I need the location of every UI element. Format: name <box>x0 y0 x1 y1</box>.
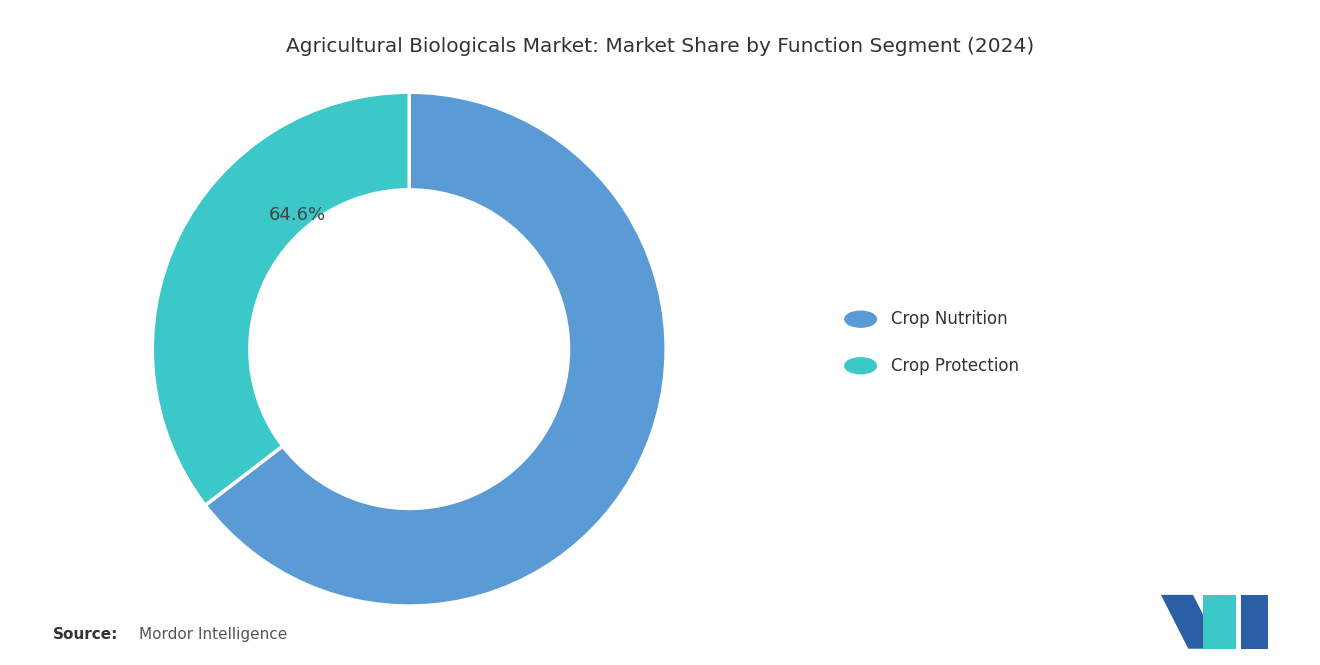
Text: 64.6%: 64.6% <box>268 206 326 224</box>
Polygon shape <box>1203 595 1236 649</box>
Text: Crop Nutrition: Crop Nutrition <box>891 310 1007 329</box>
Wedge shape <box>205 92 667 606</box>
Polygon shape <box>1241 595 1267 649</box>
Text: Mordor Intelligence: Mordor Intelligence <box>139 626 286 642</box>
Wedge shape <box>152 92 409 505</box>
Text: Crop Protection: Crop Protection <box>891 356 1019 375</box>
Text: Source:: Source: <box>53 626 119 642</box>
Text: Agricultural Biologicals Market: Market Share by Function Segment (2024): Agricultural Biologicals Market: Market … <box>286 37 1034 56</box>
Polygon shape <box>1162 595 1220 649</box>
